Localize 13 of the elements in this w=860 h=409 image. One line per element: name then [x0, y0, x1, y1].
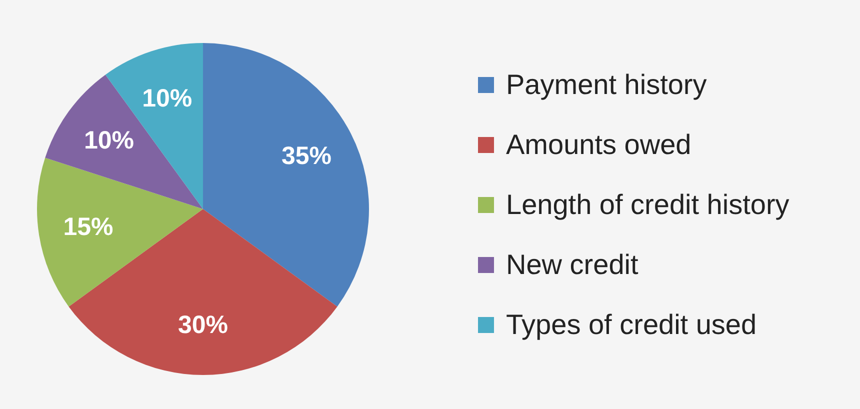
legend-label: Types of credit used: [506, 308, 757, 340]
data-label: 30%: [178, 311, 228, 340]
data-label: 10%: [142, 84, 192, 112]
pie-slice: [37, 158, 203, 307]
legend-label: Length of credit history: [506, 188, 790, 220]
data-label: 15%: [63, 213, 114, 242]
data-label: 10%: [84, 126, 134, 155]
pie-slice: [203, 43, 369, 307]
data-label: 35%: [282, 142, 332, 170]
legend-label: New credit: [506, 248, 638, 280]
legend-label: Payment history: [506, 68, 707, 100]
pie-slice: [45, 74, 203, 209]
legend-label: Amounts owed: [506, 128, 692, 160]
